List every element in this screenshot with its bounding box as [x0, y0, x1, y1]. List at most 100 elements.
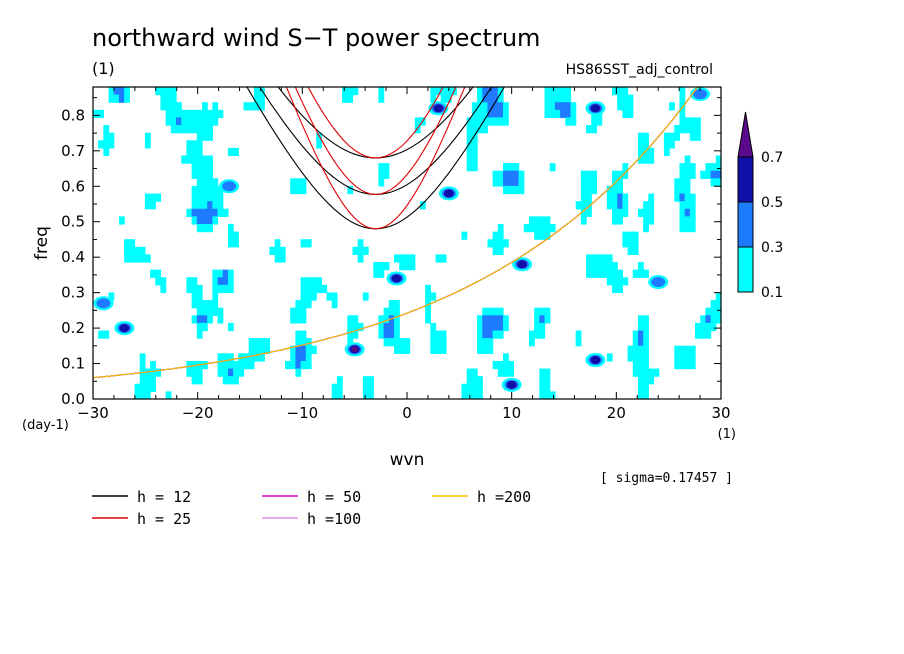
contour-peak: [96, 298, 111, 309]
contour-cell: [191, 147, 198, 157]
contour-cell: [201, 109, 208, 119]
contour-cell: [632, 246, 639, 256]
contour-cell: [201, 201, 208, 210]
contour-cell: [378, 94, 385, 103]
contour-cell: [124, 239, 130, 248]
contour-cell: [196, 216, 203, 225]
contour-cell: [539, 368, 546, 377]
contour-cell: [331, 300, 338, 309]
contour-cell: [399, 338, 405, 347]
contour-cell: [207, 125, 213, 134]
contour-cell: [295, 360, 302, 370]
x-tick-label: 0: [402, 404, 412, 422]
contour-cell: [227, 277, 234, 286]
contour-cell: [196, 178, 203, 187]
contour-cell: [165, 391, 172, 399]
contour-cell: [342, 87, 348, 96]
contour-cell: [217, 277, 224, 286]
contour-peak: [517, 260, 528, 269]
contour-cell: [612, 269, 618, 278]
contour-cell: [674, 360, 681, 370]
contour-cell: [632, 345, 639, 354]
contour-cell: [113, 94, 120, 103]
contour-cell: [715, 155, 721, 164]
contour-peak: [222, 181, 237, 192]
contour-cell: [207, 155, 213, 164]
contour-cell: [290, 185, 297, 195]
contour-cell: [160, 284, 167, 294]
contour-cell: [98, 109, 104, 119]
contour-cell: [227, 223, 234, 233]
contour-cell: [305, 360, 312, 370]
contour-cell: [684, 216, 691, 225]
contour-cell: [295, 300, 302, 309]
contour-cell: [679, 163, 686, 172]
contour-cell: [679, 360, 686, 370]
contour-cell: [222, 269, 229, 278]
contour-cell: [497, 307, 504, 316]
contour-cell: [357, 322, 364, 332]
contour-cell: [404, 254, 411, 263]
contour-cell: [160, 102, 167, 111]
contour-cell: [212, 193, 219, 202]
contour-cell: [212, 300, 219, 309]
contour-cell: [118, 216, 125, 225]
contour-cell: [528, 338, 535, 347]
contour-cell: [212, 284, 219, 294]
contour-cell: [461, 383, 468, 392]
contour-cell: [622, 231, 629, 240]
contour-cell: [155, 193, 162, 202]
contour-cell: [477, 94, 483, 103]
contour-cell: [580, 185, 587, 195]
contour-cell: [695, 132, 701, 141]
contour-cell: [347, 330, 354, 339]
contour-cell: [560, 109, 566, 119]
contour-cell: [710, 300, 717, 309]
contour-cell: [435, 254, 442, 263]
contour-cell: [212, 292, 219, 301]
contour-cell: [471, 391, 478, 399]
contour-cell: [108, 132, 115, 141]
contour-cell: [503, 178, 509, 187]
contour-cell: [222, 277, 229, 286]
contour-cell: [248, 102, 255, 111]
contour-cell: [503, 170, 509, 179]
contour-cell: [622, 193, 629, 202]
contour-cell: [201, 360, 208, 370]
contour-cell: [586, 125, 592, 134]
legend: h = 12 h = 25 h = 50 h =100 h =200: [92, 488, 531, 528]
contour-cell: [544, 368, 551, 377]
contour-cell: [715, 292, 721, 301]
contour-cell: [570, 117, 577, 126]
contour-cell: [425, 292, 431, 301]
contour-cell: [191, 163, 198, 172]
contour-cell: [207, 170, 213, 179]
contour-cell: [622, 201, 629, 210]
contour-cell: [440, 338, 447, 347]
contour-cell: [684, 185, 691, 195]
contour-cell: [518, 185, 525, 195]
contour-cell: [684, 155, 691, 164]
contour-cell: [373, 269, 380, 278]
contour-cell: [565, 94, 572, 103]
contour-cell: [477, 102, 483, 111]
contour-cell: [357, 246, 364, 256]
contour-cell: [549, 223, 556, 233]
colorbar: 0.7 0.5 0.3 0.1: [737, 111, 783, 301]
contour-cell: [482, 109, 489, 119]
contour-cell: [139, 246, 146, 256]
contour-cell: [663, 147, 670, 157]
contour-cell: [513, 163, 520, 172]
contour-cell: [705, 322, 712, 332]
contour-cell: [591, 178, 598, 187]
contour-cell: [212, 277, 219, 286]
contour-cell: [606, 185, 613, 195]
contour-cell: [591, 262, 598, 271]
contour-cell: [440, 330, 447, 339]
contour-cell: [212, 208, 219, 217]
contour-cell: [222, 360, 229, 370]
contour-cell: [440, 94, 447, 103]
contour-cell: [191, 170, 198, 179]
contour-cell: [632, 360, 639, 370]
contour-cell: [305, 353, 312, 362]
